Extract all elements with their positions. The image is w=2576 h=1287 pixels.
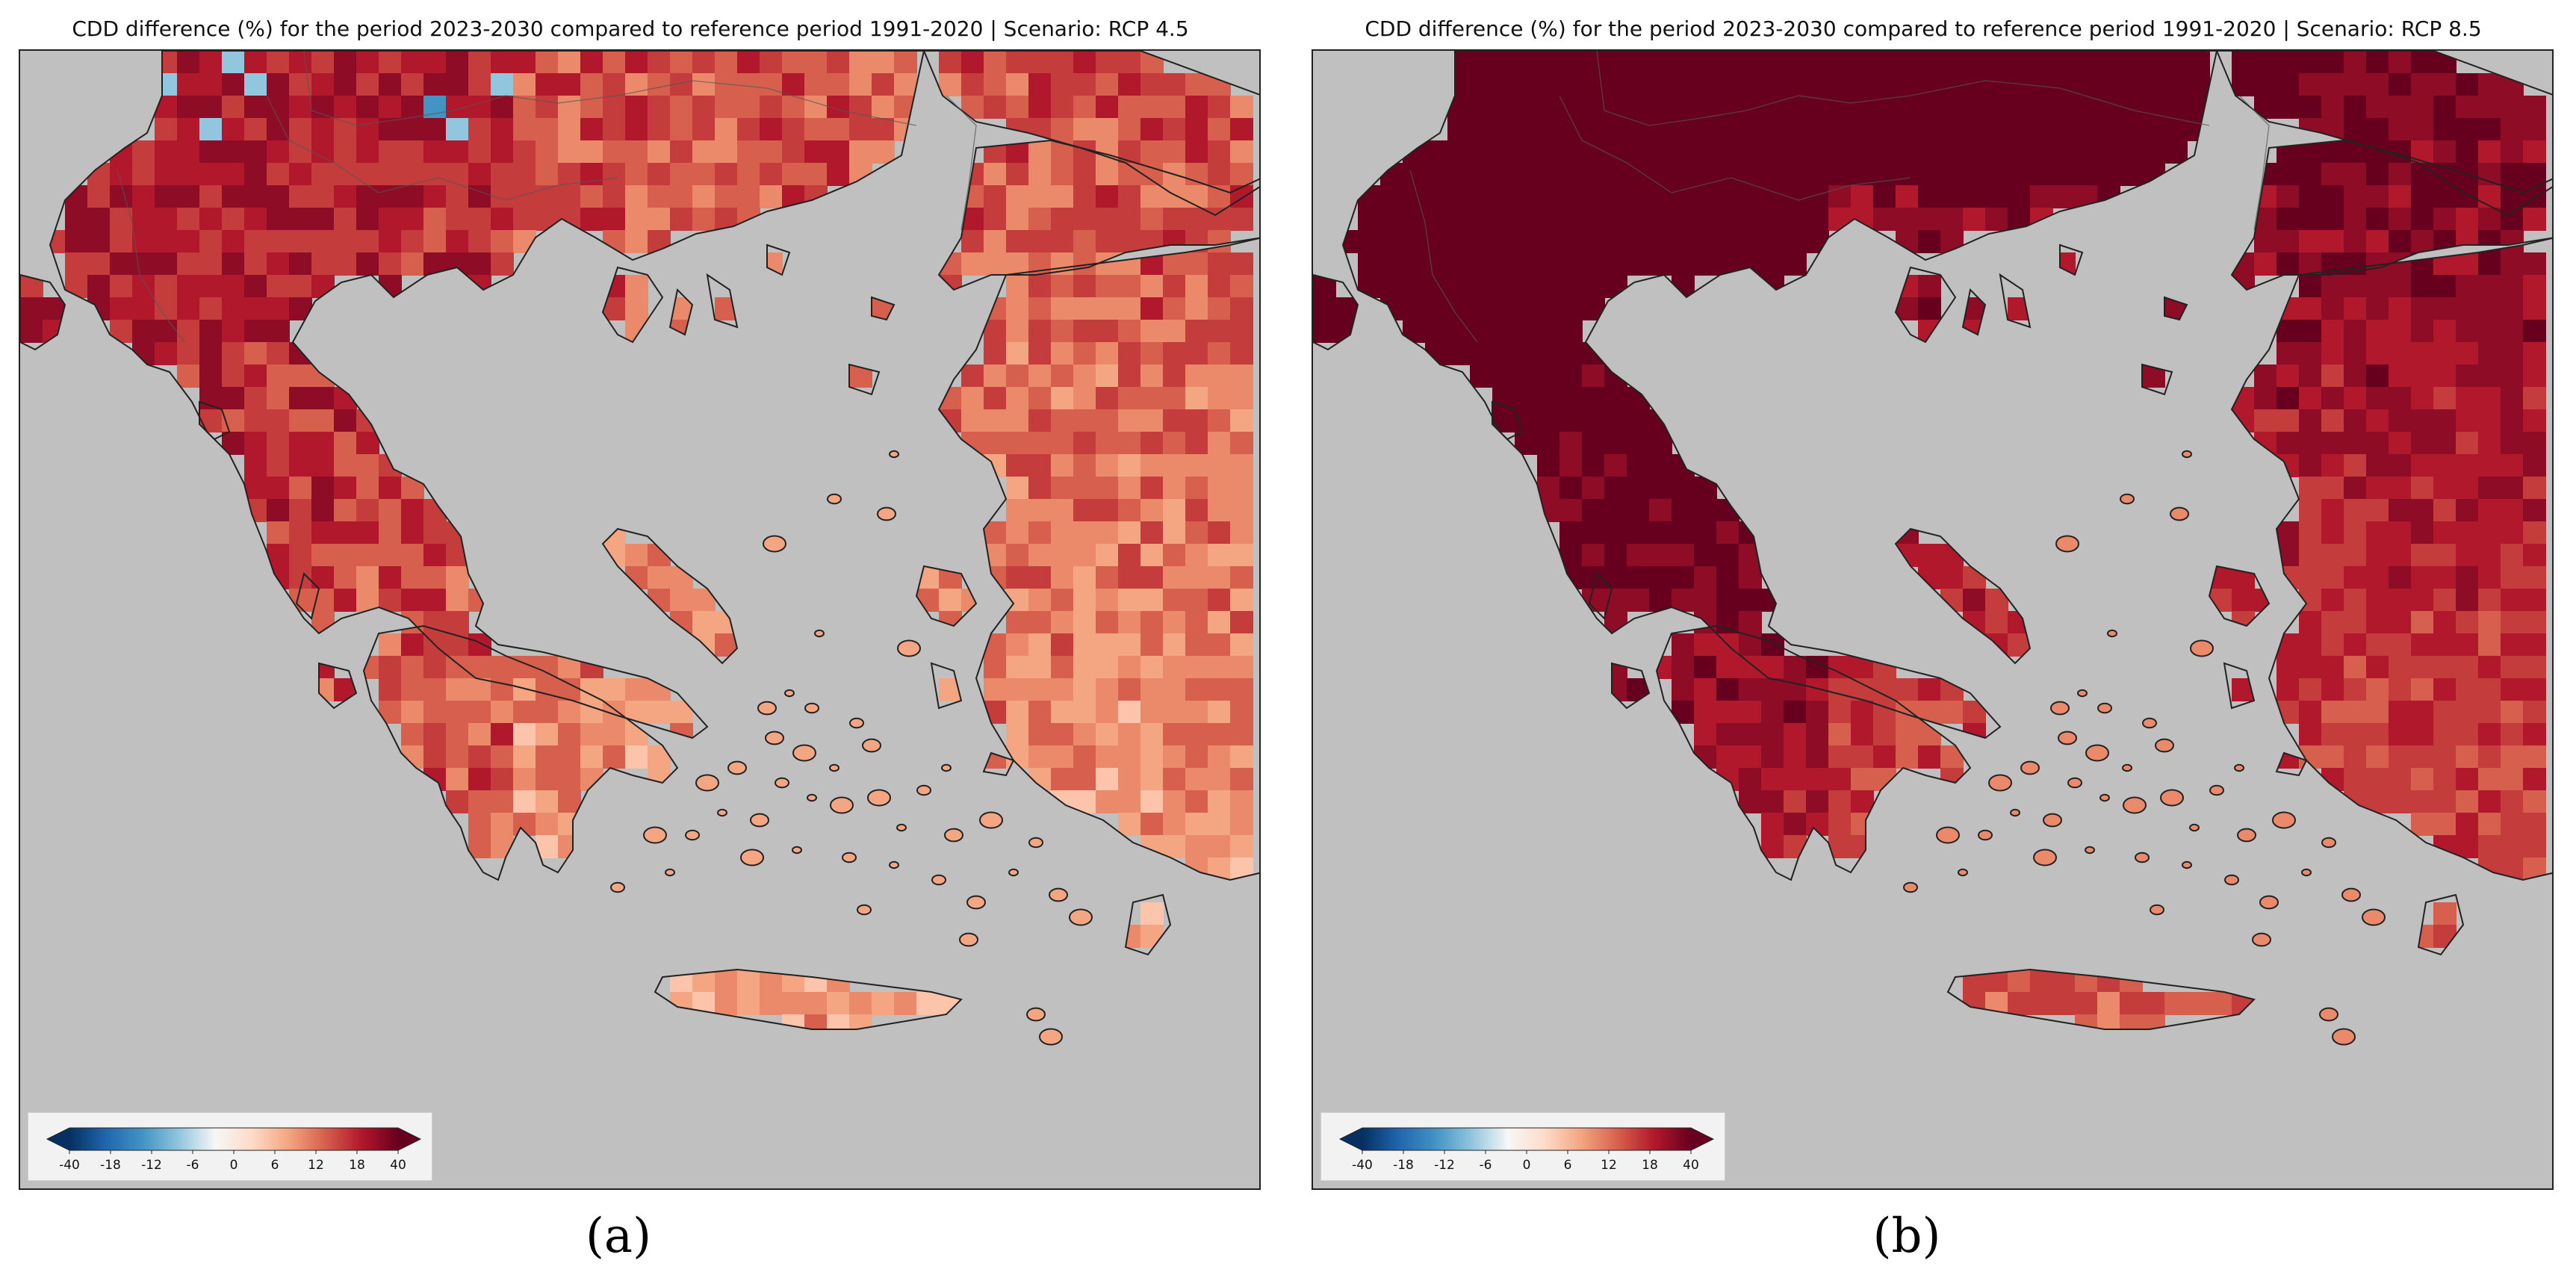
colorbar-tick-label: -40 xyxy=(1352,1158,1373,1173)
coastlines xyxy=(1313,51,2552,1030)
colorbar-extend-high xyxy=(1691,1128,1713,1150)
colorbar-tick-label: 18 xyxy=(349,1158,365,1173)
colorbar-tick-label: -6 xyxy=(1480,1158,1492,1173)
colorbar: -40 -18 -12 -6 0 6 12 18 40 xyxy=(46,1127,422,1173)
borders xyxy=(1409,51,2270,343)
borders xyxy=(117,51,977,343)
colorbar-extend-low xyxy=(1340,1128,1362,1150)
colorbar-tick-label: -12 xyxy=(141,1158,162,1173)
islets xyxy=(610,450,1093,1046)
panel-label-b: (b) xyxy=(1872,1209,1941,1264)
colorbar-tick-label: 0 xyxy=(230,1158,238,1173)
map-area: -40 -18 -12 -6 0 6 12 18 40 xyxy=(19,49,1261,1190)
colorbar-tick-label: -40 xyxy=(59,1158,80,1173)
colorbar-tick-label: -18 xyxy=(100,1158,121,1173)
greece-map xyxy=(1313,51,2552,1188)
colorbar-box: -40 -18 -12 -6 0 6 12 18 40 xyxy=(28,1112,432,1181)
map-panel-b: CDD difference (%) for the period 2023-2… xyxy=(1293,0,2554,1287)
panel-title: CDD difference (%) for the period 2023-2… xyxy=(72,16,1189,41)
colorbar-tick-label: -6 xyxy=(187,1158,199,1173)
grid-cells xyxy=(20,51,1253,1029)
map-panel-a: CDD difference (%) for the period 2023-2… xyxy=(0,0,1261,1287)
greece-map xyxy=(20,51,1259,1188)
colorbar-tick-label: 18 xyxy=(1642,1158,1658,1173)
colorbar-tick-label: 12 xyxy=(308,1158,324,1173)
colorbar-extend-high xyxy=(398,1128,420,1150)
colorbar-tick-label: 40 xyxy=(390,1158,406,1173)
coastlines xyxy=(20,51,1259,1030)
map-area: -40 -18 -12 -6 0 6 12 18 40 xyxy=(1312,49,2554,1190)
panel-label-a: (a) xyxy=(585,1209,652,1264)
colorbar-tick-label: 0 xyxy=(1523,1158,1531,1173)
colorbar-gradient xyxy=(69,1128,398,1150)
islets xyxy=(1903,450,2386,1046)
colorbar: -40 -18 -12 -6 0 6 12 18 40 xyxy=(1338,1127,1715,1173)
colorbar-tick-label: 12 xyxy=(1601,1158,1617,1173)
colorbar-box: -40 -18 -12 -6 0 6 12 18 40 xyxy=(1320,1112,1725,1181)
colorbar-extend-low xyxy=(47,1128,69,1150)
colorbar-tick-label: 40 xyxy=(1683,1158,1699,1173)
grid-cells xyxy=(1313,51,2546,1029)
colorbar-tick-label: -18 xyxy=(1393,1158,1414,1173)
colorbar-tick-label: -12 xyxy=(1434,1158,1455,1173)
colorbar-tick-label: 6 xyxy=(1564,1158,1572,1173)
colorbar-gradient xyxy=(1362,1128,1691,1150)
panel-title: CDD difference (%) for the period 2023-2… xyxy=(1365,16,2482,41)
colorbar-tick-label: 6 xyxy=(271,1158,279,1173)
